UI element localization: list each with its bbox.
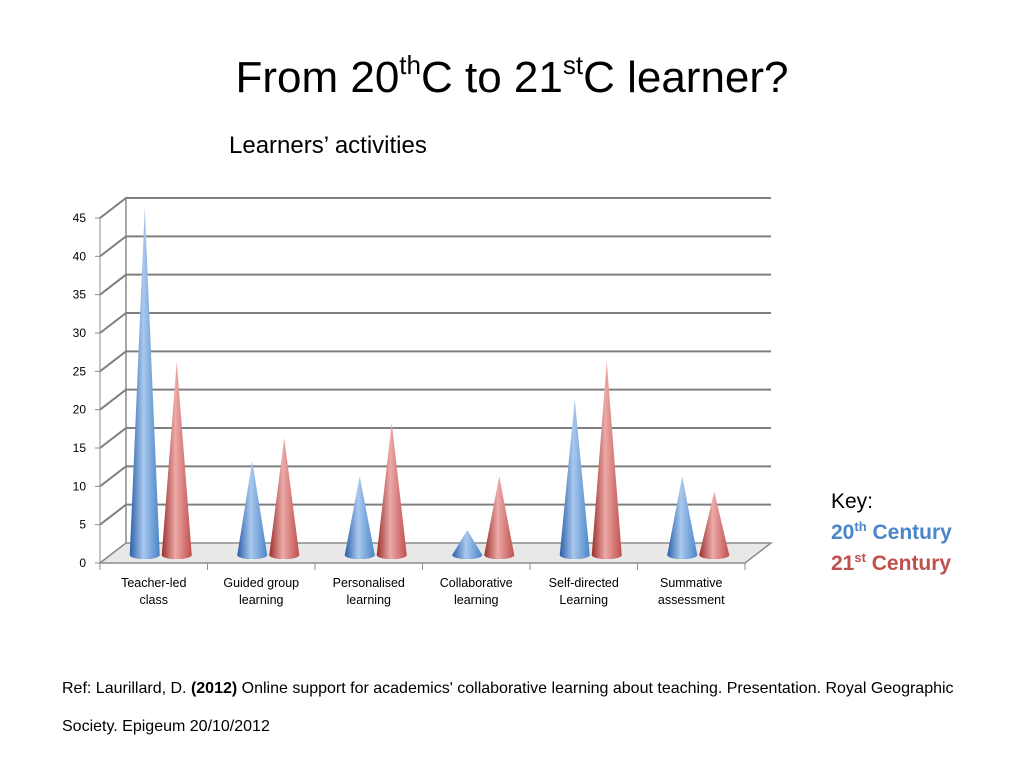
cone-20th-century: 20th Century: 45	[129, 208, 160, 559]
cone-body	[129, 208, 160, 559]
x-tick-label: Summative assessment	[658, 576, 725, 607]
legend-item-21st-century: 21st Century	[831, 548, 952, 579]
gridline	[99, 235, 771, 258]
reference-text: Online support for academics' collaborat…	[62, 680, 954, 735]
x-tick-label: Collaborative learning	[440, 576, 513, 607]
title-superscript-1: th	[399, 50, 421, 80]
legend-21st-word: Century	[871, 552, 952, 575]
y-tick-label: 5	[79, 518, 86, 532]
reference-prefix: Ref: Laurillard, D.	[62, 680, 191, 697]
y-tick-label: 10	[73, 479, 87, 493]
cone-21st-century: 21st Century: 17	[376, 422, 407, 559]
cone-20th-century: 20th Century: 20	[559, 399, 590, 559]
y-tick-label: 40	[73, 249, 87, 263]
title-part-2: C to 21	[420, 53, 563, 102]
y-tick-label: 20	[73, 403, 87, 417]
gridline	[99, 388, 771, 411]
x-tick-label: Guided group learning	[223, 576, 299, 607]
cone-body	[559, 399, 590, 559]
chart-labels: Teacher-led class Guided group learning Pers…	[121, 576, 725, 607]
gridline	[99, 273, 771, 296]
title-part-3: C learner?	[583, 53, 789, 102]
gridline	[99, 503, 771, 526]
cone-21st-century: 21st Century: 25	[591, 361, 622, 559]
y-tick-label: 15	[73, 441, 87, 455]
cone-body	[484, 476, 515, 559]
legend-20th-word: Century	[872, 521, 952, 544]
x-tick-label: Teacher-led class	[121, 576, 186, 607]
cone-21st-century: 21st Century: 10	[484, 476, 515, 559]
reference-year: (2012)	[190, 680, 238, 697]
x-tick-label: Personalised learning	[333, 576, 405, 607]
cone-20th-century: 20th Century: 10	[344, 476, 375, 559]
legend-21st-suffix: st	[854, 550, 866, 565]
cone-body	[269, 438, 300, 559]
chart-gridlines	[97, 196, 774, 564]
y-tick-label: 45	[73, 211, 87, 225]
cone-body	[452, 530, 483, 559]
gridline	[99, 465, 771, 488]
chart-axis: 0 5 10 15 20 25 30 35 40 45	[73, 211, 746, 570]
cone-body	[376, 422, 407, 559]
y-tick-label: 25	[73, 364, 87, 378]
cone-20th-century: 20th Century: 10	[667, 476, 698, 559]
cone-body	[237, 461, 268, 559]
title-part-1: From 20	[235, 53, 400, 102]
legend-21st-number: 21	[831, 552, 855, 575]
y-tick-label: 30	[73, 326, 87, 340]
gridline	[99, 350, 771, 373]
legend-20th-suffix: th	[854, 519, 867, 534]
cone-body	[161, 361, 192, 559]
title-superscript-2: st	[562, 50, 584, 80]
cone-body	[699, 491, 730, 559]
reference-citation: Ref: Laurillard, D. (2012) Online suppor…	[62, 670, 992, 746]
cone-body	[667, 476, 698, 559]
legend: Key: 20th Century 21st Century	[831, 486, 952, 579]
cone-21st-century: 21st Century: 15	[269, 438, 300, 559]
gridline	[99, 197, 771, 219]
chart-title: Learners’ activities	[229, 132, 427, 159]
legend-20th-number: 20	[831, 521, 855, 544]
gridline	[99, 312, 771, 334]
legend-title: Key:	[831, 490, 874, 513]
legend-item-20th-century: 20th Century	[831, 517, 952, 548]
cone-body	[591, 361, 622, 559]
cone-20th-century: 20th Century: 3	[452, 530, 483, 559]
y-tick-label: 35	[73, 288, 87, 302]
cone-21st-century: 21st Century: 25	[161, 361, 192, 559]
x-tick-label: Self-directed Learning	[549, 576, 619, 607]
y-tick-label: 0	[79, 556, 86, 570]
chart-cones: 20th Century: 45 20th Century: 12 20th Cen…	[129, 208, 730, 559]
gridline	[99, 427, 771, 449]
cone-20th-century: 20th Century: 12	[237, 461, 268, 559]
cone-body	[344, 476, 375, 559]
cone-21st-century: 21st Century: 8	[699, 491, 730, 559]
slide-title: From 20thC to 21stC learner?	[0, 50, 1024, 106]
